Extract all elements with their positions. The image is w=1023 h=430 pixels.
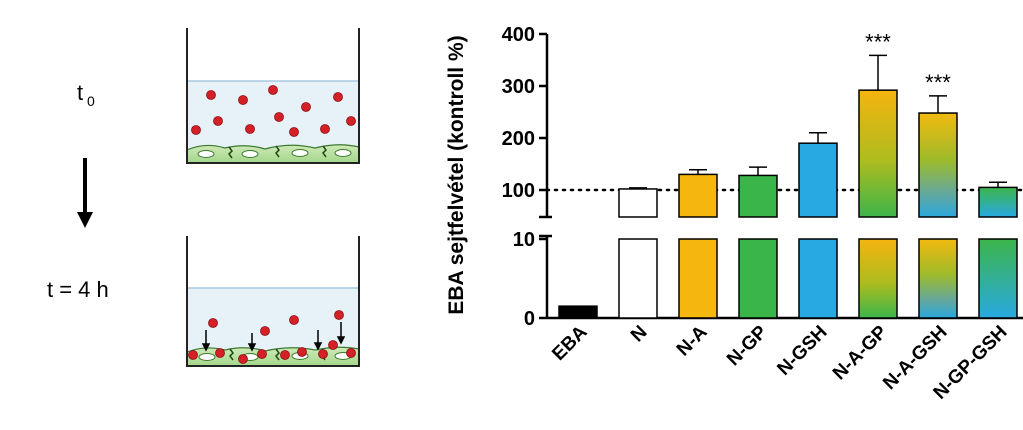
y-tick-label: 0 (524, 308, 535, 330)
bar-lower (738, 238, 778, 319)
bar-lower (618, 238, 658, 319)
bar-eba (558, 305, 598, 319)
uptake-diagram: t 0 t = 4 h (47, 28, 360, 367)
x-tick-label: N (627, 322, 652, 347)
x-tick-label: N-GSH (773, 322, 831, 380)
y-tick-label: 300 (502, 76, 535, 98)
time-start-subscript: 0 (87, 93, 95, 109)
time-arrow (77, 158, 93, 228)
y-tick-label: 100 (502, 180, 535, 202)
bar-upper (618, 188, 658, 218)
significance-label: *** (865, 29, 891, 54)
bar-upper (918, 112, 958, 218)
bar-upper (978, 186, 1018, 218)
y-tick-label: 200 (502, 128, 535, 150)
y-tick-label: 400 (502, 24, 535, 46)
bar-n-a-gsh: *** (918, 70, 958, 319)
bar-lower (858, 238, 898, 319)
bar-n (618, 187, 658, 319)
uptake-arrows (201, 322, 346, 352)
cell-junctions (228, 145, 327, 159)
bar-upper (678, 173, 718, 218)
significance-label: *** (925, 70, 951, 95)
x-tick-label: EBA (548, 321, 591, 364)
bar-lower (678, 238, 718, 319)
y-tick-label: 10 (513, 229, 535, 251)
bar-upper (798, 142, 838, 218)
eba-particles (191, 85, 356, 137)
cell-nuclei (197, 149, 352, 158)
eba-particles (188, 310, 356, 364)
bar (558, 305, 598, 319)
time-start-label: t (77, 80, 83, 105)
bar-lower (978, 238, 1018, 319)
y-axis-label: EBA sejtfelvétel (kontroll %) (445, 35, 468, 314)
well-end (186, 236, 360, 367)
bar-n-a (678, 168, 718, 319)
bar-upper (738, 174, 778, 218)
bar-n-gp (738, 166, 778, 319)
bar-lower (798, 238, 838, 319)
bar-n-gsh (798, 132, 838, 319)
x-tick-label: N-GP (723, 321, 772, 370)
well-start (186, 28, 360, 164)
bar-upper (858, 89, 898, 218)
bar-chart: EBA sejtfelvétel (kontroll %) 1002003004… (445, 24, 1023, 404)
bar-lower (918, 238, 958, 319)
bar-n-gp-gsh (978, 181, 1018, 319)
x-tick-label: N-A (673, 321, 712, 360)
time-end-label: t = 4 h (47, 277, 109, 302)
bar-n-a-gp: *** (858, 29, 898, 319)
bars: *** *** (558, 29, 1018, 319)
